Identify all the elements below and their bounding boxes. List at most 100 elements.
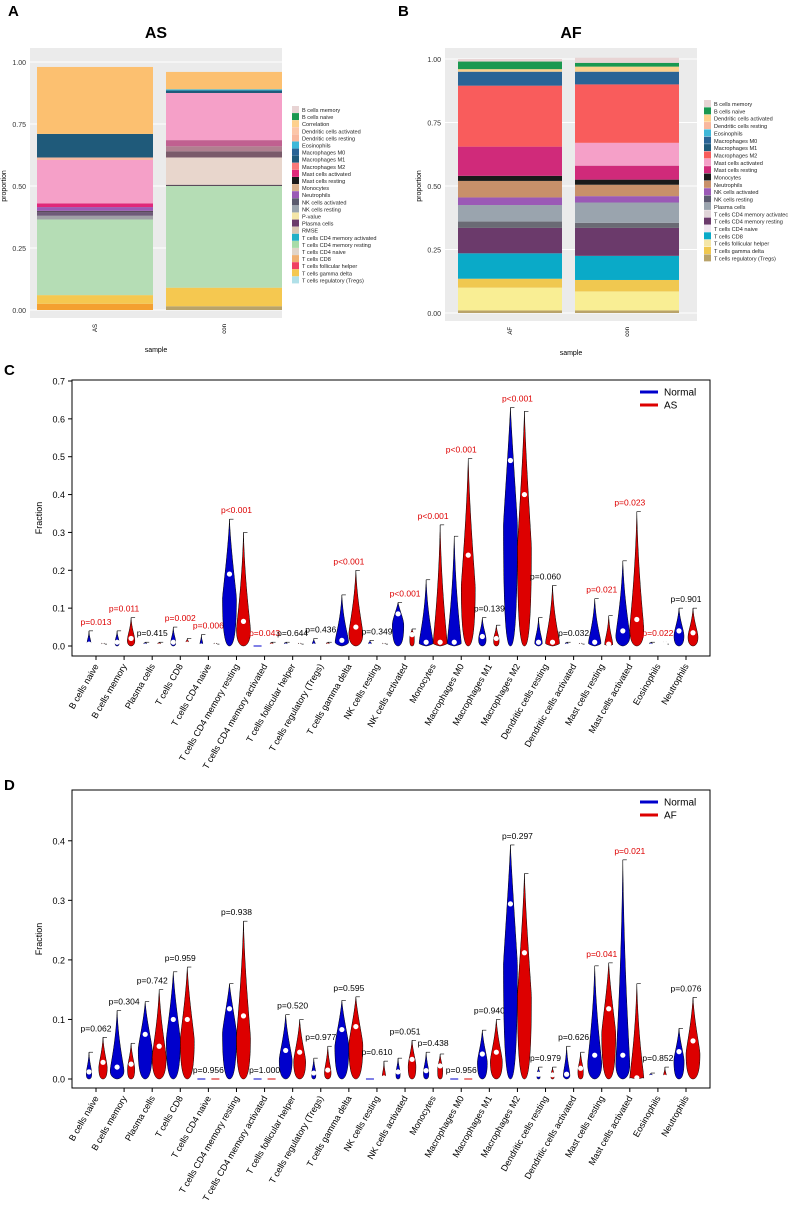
legend-label: Dendritic cells resting (714, 124, 767, 130)
legend-label: T cells CD8 (714, 234, 743, 240)
legend-swatch (292, 191, 299, 199)
legend-swatch (292, 248, 299, 255)
legend-swatch (704, 247, 711, 254)
legend-label: Monocytes (302, 186, 329, 192)
violin-normal-dendritic-cells-resting (534, 617, 543, 647)
median-point (339, 1026, 345, 1033)
y-tick-label: 0.0 (52, 1075, 65, 1085)
legend-label: NK cells activated (302, 200, 346, 206)
legend-swatch (704, 151, 711, 159)
p-value-label: p=0.644 (277, 628, 308, 638)
median-point (690, 1038, 696, 1044)
y-tick-label: 0.4 (52, 490, 65, 500)
median-point (690, 630, 696, 636)
violin-normal-t-cells-gamma-delta (334, 1000, 350, 1080)
bar-segment-monocytes (166, 157, 282, 185)
panel-label-a: A (8, 3, 19, 20)
median-point (564, 1071, 570, 1077)
x-tick-label: con (625, 327, 631, 337)
median-point (142, 1031, 148, 1037)
median-point (395, 611, 401, 617)
legend-label: T cells gamma delta (302, 271, 353, 277)
median-point (479, 1051, 485, 1057)
y-tick-label: 0.7 (52, 377, 65, 387)
violin-af-plasma-cells (151, 989, 167, 1080)
y-tick-label: 0.3 (52, 528, 65, 538)
legend-label: T cells gamma delta (714, 249, 765, 255)
violin-af-mast-cells-resting (601, 962, 616, 1080)
y-axis-label: proportion (1, 170, 8, 202)
bar-segment-t-cells-gamma-delta (575, 279, 679, 292)
panel-label-d: D (4, 777, 15, 794)
bar-segment-monocytes (575, 179, 679, 185)
legend-swatch (292, 255, 299, 263)
x-tick-label: T cells regulatory (Tregs) (267, 662, 325, 753)
median-point (100, 643, 106, 649)
y-tick-label: 0.1 (52, 1015, 65, 1025)
p-value-label: p=0.742 (137, 976, 168, 986)
bar-segment-t-cells-regulatory-tregs (575, 310, 679, 313)
y-tick-label: 0.00 (12, 308, 26, 315)
violin-af-t-cells-follicular-helper (293, 1019, 306, 1080)
y-tick-label: 1.00 (12, 60, 26, 67)
bar-segment-t-cells-cd4-memory-activatec (575, 222, 679, 228)
legend-swatch (704, 210, 711, 218)
violin-normal-mast-cells-resting (587, 965, 602, 1080)
x-tick-label: T cells regulatory (Tregs) (267, 1094, 325, 1185)
legend-swatch (292, 276, 299, 284)
legend-label: Dendritic cells activated (714, 117, 773, 123)
median-point (339, 637, 345, 643)
violin-as-t-cells-cd4-memory-resting (236, 532, 251, 647)
bar-segment-dendritic-cells-activated (575, 66, 679, 72)
legend-label: T cells CD4 memory resting (302, 243, 371, 249)
legend-swatch (292, 155, 299, 163)
p-value-label: p=0.041 (586, 949, 617, 959)
bar-segment-plasma-cells (575, 202, 679, 223)
violin-normal-plasma-cells (137, 1001, 153, 1080)
p-value-label: p=0.002 (165, 613, 196, 623)
legend-swatch (292, 106, 299, 113)
median-point (198, 643, 204, 649)
x-tick-label: Monocytes (407, 1094, 438, 1137)
bar-segment-macrophages-m1 (166, 146, 282, 152)
y-tick-label: 0.4 (52, 836, 65, 846)
legend-swatch (704, 100, 711, 107)
legend-swatch (292, 148, 299, 156)
bar-segment-b-cells-naive (575, 62, 679, 67)
p-value-label: p<0.001 (221, 505, 252, 515)
bar-segment-correlation (166, 71, 282, 90)
bar-segment-t-cells-regulatory-tregs (458, 310, 562, 313)
y-tick-label: 0.6 (52, 414, 65, 424)
median-point (493, 1049, 499, 1055)
legend-label: Neutrophils (714, 183, 742, 189)
legend-swatch (292, 262, 299, 270)
median-point (311, 643, 317, 649)
median-point (423, 1068, 429, 1074)
median-point (620, 1052, 626, 1058)
p-value-label: p=0.595 (333, 983, 364, 993)
y-tick-label: 0.75 (12, 122, 26, 129)
violin-normal-macrophages-m2 (503, 407, 518, 647)
violin-as-mast-cells-activated (629, 511, 645, 647)
p-value-label: p=0.060 (530, 571, 561, 581)
legend-label: T cells CD8 (302, 257, 331, 263)
y-tick-label: 0.3 (52, 896, 65, 906)
legend-label: B cells memory (714, 102, 752, 108)
p-value-label: p=0.297 (502, 831, 533, 841)
y-tick-label: 1.00 (427, 57, 441, 64)
chart-title: AS (145, 25, 168, 42)
p-value-label: p=0.959 (165, 953, 196, 963)
median-point (184, 641, 190, 647)
x-tick-label: Eosinophils (631, 1094, 663, 1139)
legend-label: Macrophages M0 (302, 151, 345, 157)
legend-swatch (704, 254, 711, 262)
legend-label: P-value (302, 215, 321, 221)
median-point (634, 616, 640, 623)
violin-as-nk-cells-activated (409, 628, 415, 647)
panel-a-stacked-bar: 0.00 0.25 0.50 0.75 1.00 AS proportion sample AS… (1, 25, 377, 354)
p-value-label: p=0.956 (446, 1065, 477, 1075)
median-point (114, 639, 120, 645)
violin-normal-monocytes (418, 579, 434, 647)
median-point (114, 1064, 120, 1070)
